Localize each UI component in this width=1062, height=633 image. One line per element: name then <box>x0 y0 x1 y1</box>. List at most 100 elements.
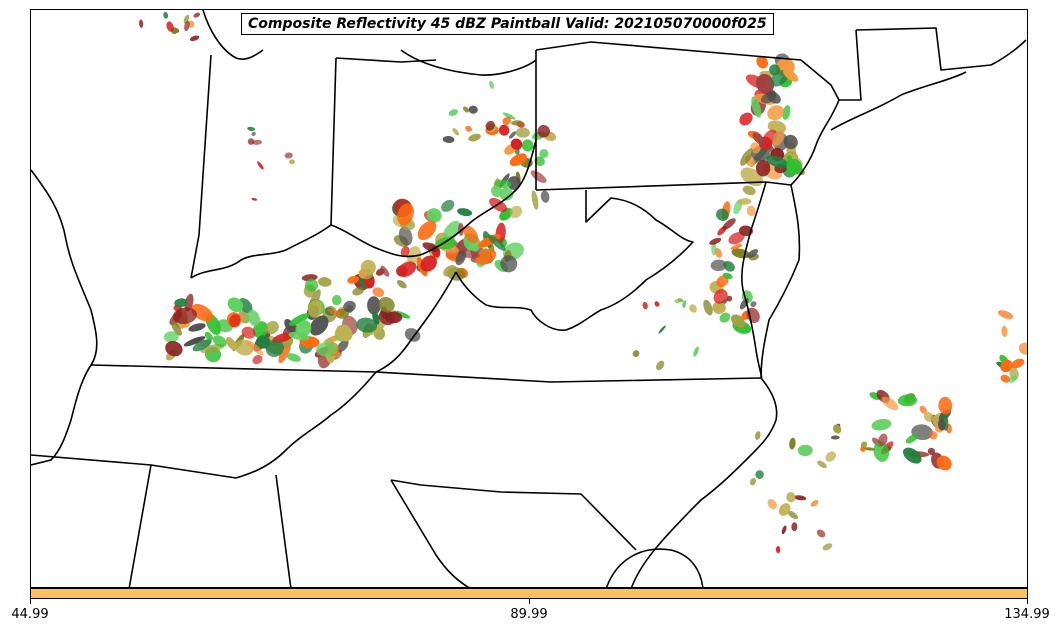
reflectivity-blob <box>997 310 1014 319</box>
reflectivity-blob <box>463 225 479 244</box>
reflectivity-blob <box>515 127 530 138</box>
reflectivity-blob <box>188 323 206 332</box>
reflectivity-blob <box>284 152 293 159</box>
reflectivity-blob <box>246 340 264 356</box>
reflectivity-blob <box>540 190 550 203</box>
reflectivity-blob <box>331 294 342 306</box>
reflectivity-blob <box>730 314 746 328</box>
reflectivity-blob <box>487 234 506 251</box>
reflectivity-blob <box>192 339 212 352</box>
reflectivity-blob <box>1001 325 1008 337</box>
reflectivity-blob <box>165 341 183 357</box>
reflectivity-blob <box>783 68 799 82</box>
reflectivity-blob <box>172 307 197 324</box>
reflectivity-blob <box>367 296 381 315</box>
colorbar-tick-label-mid: 89.99 <box>510 607 548 622</box>
reflectivity-blob <box>537 125 551 138</box>
colorbar-tick <box>529 599 530 604</box>
reflectivity-blob <box>1018 342 1027 355</box>
reflectivity-blob <box>816 529 826 538</box>
reflectivity-blob <box>756 73 775 94</box>
reflectivity-blob <box>881 396 899 411</box>
reflectivity-paintball-layer <box>139 11 1027 554</box>
reflectivity-blob <box>465 125 472 132</box>
colorbar-tick-label-max: 134.99 <box>1004 607 1050 622</box>
reflectivity-blob <box>174 298 188 308</box>
chesapeake-shore <box>741 181 767 379</box>
reflectivity-blob <box>521 139 534 152</box>
reflectivity-blob <box>457 208 473 217</box>
virginia-north-carolina-border <box>375 371 762 383</box>
reflectivity-blob <box>817 460 827 469</box>
reflectivity-blob <box>739 112 753 126</box>
reflectivity-blob <box>658 325 666 334</box>
reflectivity-blob <box>716 208 729 221</box>
reflectivity-blob <box>769 64 781 76</box>
reflectivity-blob <box>767 105 785 121</box>
reflectivity-blob <box>937 419 946 431</box>
map-panel <box>30 9 1028 588</box>
reflectivity-blob <box>184 293 194 312</box>
colorbar-tick-label-min: 44.99 <box>11 607 49 622</box>
reflectivity-blob <box>384 311 403 324</box>
reflectivity-blob <box>713 289 728 304</box>
reflectivity-blob <box>397 203 415 226</box>
reflectivity-blob <box>782 105 791 120</box>
reflectivity-blob <box>530 170 547 183</box>
reflectivity-blob <box>742 185 756 196</box>
reflectivity-blob <box>400 246 410 257</box>
reflectivity-blob <box>752 132 766 146</box>
reflectivity-blob <box>755 159 771 177</box>
long-island <box>830 71 967 131</box>
reflectivity-blob <box>539 149 549 159</box>
reflectivity-blob <box>489 80 494 89</box>
reflectivity-blob <box>723 260 735 272</box>
ohio-north-border <box>335 57 437 63</box>
new-jersey-border <box>765 59 840 186</box>
reflectivity-blob <box>531 190 539 210</box>
reflectivity-blob <box>462 106 470 113</box>
reflectivity-blob <box>398 226 413 246</box>
reflectivity-blob <box>139 19 144 28</box>
reflectivity-blob <box>789 437 796 450</box>
reflectivity-blob <box>272 332 294 344</box>
reflectivity-blob <box>797 444 813 457</box>
reflectivity-blob <box>903 447 922 464</box>
reflectivity-blob <box>183 336 206 347</box>
reflectivity-blob <box>252 354 263 365</box>
reflectivity-blob <box>247 126 255 132</box>
reflectivity-blob <box>265 320 279 335</box>
delmarva <box>760 184 801 379</box>
reflectivity-blob <box>746 307 760 323</box>
reflectivity-blob <box>166 21 174 32</box>
reflectivity-blob <box>163 11 169 19</box>
west-virginia-border <box>455 190 694 331</box>
reflectivity-blob <box>468 105 478 114</box>
reflectivity-blob <box>475 248 497 265</box>
north-carolina-south-carolina-border <box>390 479 637 551</box>
reflectivity-blob <box>534 156 545 166</box>
reflectivity-blob <box>746 249 759 259</box>
reflectivity-blob <box>722 272 733 280</box>
ny-border <box>839 29 862 101</box>
reflectivity-blob <box>343 300 356 313</box>
reflectivity-blob <box>728 231 745 245</box>
reflectivity-blob <box>442 135 455 144</box>
reflectivity-blob <box>719 312 731 323</box>
reflectivity-blob <box>227 297 244 313</box>
reflectivity-blob <box>318 277 332 287</box>
reflectivity-blob <box>352 287 364 296</box>
reflectivity-blob <box>938 396 953 415</box>
reflectivity-blob <box>711 242 717 256</box>
reflectivity-blob <box>772 129 785 147</box>
reflectivity-blob <box>378 297 395 313</box>
reflectivity-blob <box>193 12 201 18</box>
reflectivity-blob <box>251 197 258 201</box>
reflectivity-blob <box>184 20 190 32</box>
reflectivity-blob <box>750 301 757 307</box>
tennessee-north-carolina-border <box>235 371 377 479</box>
reflectivity-blob <box>511 120 524 126</box>
reflectivity-blob <box>455 250 467 266</box>
reflectivity-blob <box>316 341 338 357</box>
mississippi-river <box>31 169 98 466</box>
